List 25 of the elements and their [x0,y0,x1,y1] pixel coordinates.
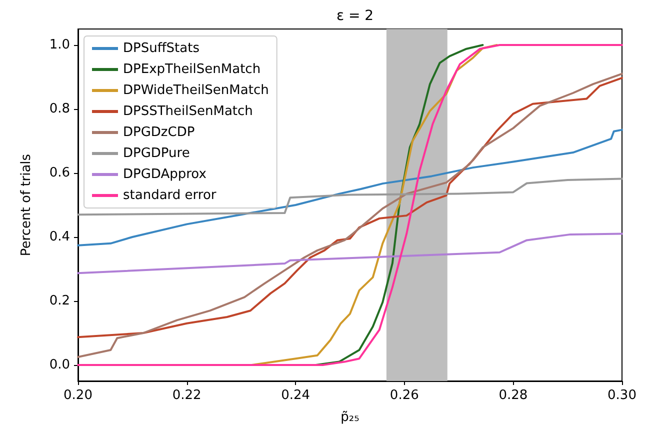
chart-title: ε = 2 [336,8,374,24]
y-tick-label: 0.4 [49,230,70,244]
x-axis-title: p̃₂₅ [340,410,360,425]
legend-label: DPSSTheilSenMatch [123,104,253,119]
x-tick-label: 0.20 [64,388,92,403]
legend-label: DPGDzCDP [123,125,195,140]
y-tick-label: 0.0 [49,358,70,372]
x-tick-label: 0.30 [608,388,636,403]
line-series [77,232,623,274]
y-tick-label: 0.6 [49,166,70,180]
x-tick-label: 0.28 [498,388,528,403]
y-tick-label: 1.0 [49,38,70,52]
x-tick-label: 0.24 [281,388,310,403]
x-tick-label: 0.26 [390,388,419,403]
x-tick-label: 0.22 [172,388,202,403]
legend-label: DPSuffStats [123,41,200,56]
legend-label: DPExpTheilSenMatch [123,62,261,77]
y-axis-title: Percent of trials [19,154,34,256]
y-tick-label: 0.8 [49,102,70,116]
legend-label: standard error [123,188,217,203]
line-series [314,44,484,366]
legend-label: DPWideTheilSenMatch [123,83,269,98]
legend-label: DPGDApprox [123,167,207,182]
y-tick-label: 0.2 [49,294,70,308]
legend-label: DPGDPure [123,146,190,161]
